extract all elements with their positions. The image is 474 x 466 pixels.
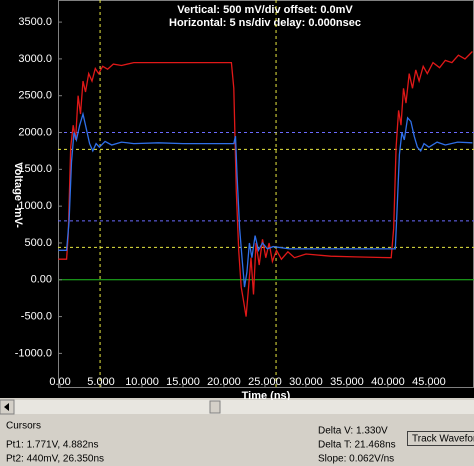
x-tick-label: 40.000	[371, 376, 405, 388]
x-tick-label: 5.000	[87, 376, 115, 388]
y-tick-label: 2000.0	[18, 126, 52, 138]
x-tick-label: 35.000	[330, 376, 364, 388]
y-tick-label: 3500.0	[18, 16, 52, 28]
scrollbar[interactable]	[0, 400, 474, 414]
x-tick-label: 15.000	[166, 376, 200, 388]
waveform	[58, 111, 473, 288]
panel-title: Cursors	[6, 421, 41, 432]
vertical-setting: Vertical: 500 mV/div offset: 0.0mV	[177, 4, 353, 16]
y-tick-label: 500.0	[24, 237, 52, 249]
horizontal-setting: Horizontal: 5 ns/div delay: 0.000nsec	[169, 17, 361, 29]
pt2-readout: Pt2: 440mV, 26.350ns	[6, 454, 104, 465]
y-axis-label: Voltage -mV-	[12, 162, 24, 228]
y-tick-label: 2500.0	[18, 90, 52, 102]
pt1-readout: Pt1: 1.771V, 4.882ns	[6, 440, 99, 451]
scroll-thumb[interactable]	[209, 400, 221, 414]
waveform	[58, 51, 473, 317]
x-tick-label: 0.00	[49, 376, 70, 388]
y-tick-label: 3000.0	[18, 53, 52, 65]
button-label[interactable]: Track Waveform	[412, 434, 474, 445]
arrow-icon	[4, 403, 9, 411]
plot-area	[58, 0, 474, 388]
y-tick-label: -500.0	[21, 310, 52, 322]
y-tick-label: 1000.0	[18, 200, 52, 212]
slope-readout: Slope: 0.062V/ns	[318, 454, 394, 465]
x-axis-label: Time (ns)	[242, 390, 291, 402]
y-tick-label: -1000.0	[15, 347, 52, 359]
y-tick-label: 1500.0	[18, 163, 52, 175]
y-tick-label: 0.00	[31, 274, 52, 286]
x-tick-label: 45.000	[412, 376, 446, 388]
x-tick-label: 20.000	[207, 376, 241, 388]
delta-t-readout: Delta T: 21.468ns	[318, 440, 396, 451]
x-tick-label: 10.000	[125, 376, 159, 388]
x-tick-label: 25.000	[248, 376, 282, 388]
delta-v-readout: Delta V: 1.330V	[318, 426, 388, 437]
track-waveform-button[interactable]	[407, 431, 474, 446]
x-tick-label: 30.000	[289, 376, 323, 388]
